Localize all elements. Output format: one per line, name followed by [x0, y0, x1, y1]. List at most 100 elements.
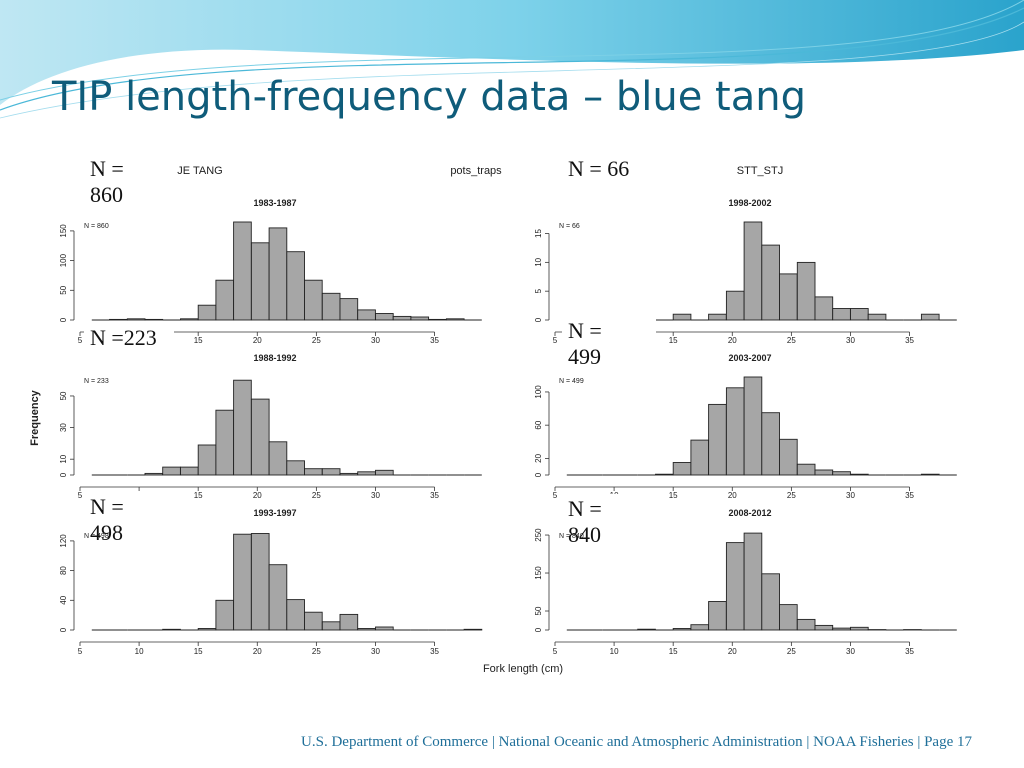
histogram-bar [357, 628, 376, 631]
x-tick-label: 30 [371, 336, 380, 345]
histogram-bar [920, 313, 940, 321]
histogram-1988-1992 [70, 379, 482, 491]
histogram-bar [850, 473, 869, 476]
histogram-bar [690, 439, 710, 476]
x-tick-label: 20 [728, 336, 737, 345]
x-tick-label: 30 [846, 491, 855, 500]
x-tick-label: 15 [669, 336, 678, 345]
region-header: STT_STJ [737, 165, 783, 177]
histogram-bar [304, 279, 323, 321]
histogram-bar [286, 251, 305, 321]
panel-title: 2003-2007 [728, 353, 771, 363]
histogram-bar [672, 628, 692, 631]
sample-size-label: N = 498 [84, 533, 109, 540]
y-tick-label: 30 [59, 423, 68, 432]
x-tick-label: 30 [846, 647, 855, 656]
histogram-bar [814, 296, 834, 321]
histogram-bar [250, 398, 270, 476]
y-tick-label: 0 [534, 472, 543, 477]
histogram-bar [375, 313, 394, 321]
x-tick-label: 15 [669, 491, 678, 500]
histogram-bar [233, 379, 252, 476]
x-tick-label: 25 [312, 491, 321, 500]
histogram-bar [832, 308, 851, 321]
y-tick-label: 100 [534, 385, 543, 399]
x-tick-label: 20 [253, 491, 262, 500]
sample-size-label: N = 66 [559, 223, 580, 230]
histogram-1998-2002 [545, 221, 957, 336]
histogram-bar [268, 441, 288, 476]
x-tick-label: 15 [669, 647, 678, 656]
x-tick-label: 5 [78, 491, 83, 500]
histogram-1983-1987 [70, 221, 482, 336]
histogram-bar [375, 626, 394, 631]
y-tick-label: 50 [59, 391, 68, 400]
y-tick-label: 5 [534, 288, 543, 293]
y-tick-label: 40 [59, 595, 68, 604]
y-tick-label: 250 [534, 528, 543, 542]
y-tick-label: 50 [59, 285, 68, 294]
panel-title: 1988-1992 [253, 353, 296, 363]
x-tick-label: 10 [135, 647, 144, 656]
x-tick-label: 30 [371, 491, 380, 500]
histogram-bar [233, 533, 252, 631]
x-tick-label: 25 [312, 336, 321, 345]
histogram-bar [215, 279, 235, 321]
footer: U.S. Department of Commerce | National O… [301, 734, 972, 750]
histogram-bar [392, 315, 412, 321]
y-tick-label: 60 [534, 420, 543, 429]
sample-size-overlay: N = 498 [84, 492, 174, 545]
histogram-bar [321, 468, 341, 476]
histogram-2008-2012 [545, 532, 957, 646]
x-tick-label: 35 [430, 491, 439, 500]
histogram-bar [743, 532, 763, 631]
y-tick-label: 50 [534, 606, 543, 615]
histogram-bar [144, 472, 164, 476]
sample-size-overlay: N = 840 [562, 494, 656, 547]
histogram-bar [814, 624, 834, 631]
histogram-bar [215, 409, 235, 476]
histogram-bar [690, 624, 710, 631]
histogram-bar [761, 412, 780, 476]
x-tick-label: 15 [194, 647, 203, 656]
x-tick-label: 25 [787, 336, 796, 345]
histogram-bar [920, 473, 940, 476]
sample-size-label: N = 233 [84, 378, 109, 385]
histogram-bar [250, 533, 270, 631]
histogram-bar [655, 473, 674, 476]
x-tick-label: 20 [728, 647, 737, 656]
panel-title: 1993-1997 [253, 508, 296, 518]
histogram-bar [796, 618, 816, 631]
histogram-bar [233, 221, 252, 321]
gear-header: pots_traps [450, 165, 502, 177]
sample-size-overlay: N = 66 [562, 154, 656, 190]
histogram-bar [410, 316, 430, 321]
histogram-bar [743, 221, 763, 321]
histogram-bar [339, 613, 359, 631]
histogram-bar [463, 628, 483, 631]
x-tick-label: 30 [371, 647, 380, 656]
histogram-bar [109, 318, 128, 321]
y-tick-label: 15 [534, 229, 543, 238]
histogram-bar [779, 604, 798, 631]
x-tick-label: 15 [194, 336, 203, 345]
histogram-bar [197, 628, 217, 631]
histogram-bar [268, 564, 288, 631]
wave-decoration [0, 0, 1024, 119]
histogram-bar [180, 466, 199, 476]
y-tick-label: 150 [59, 224, 68, 238]
x-tick-label: 35 [430, 336, 439, 345]
histogram-1993-1997 [70, 533, 483, 646]
y-tick-label: 0 [534, 317, 543, 322]
y-tick-label: 0 [59, 627, 68, 632]
histogram-bar [850, 308, 869, 321]
histogram-bar [321, 292, 341, 321]
histogram-bar [832, 471, 851, 476]
histogram-bar [197, 304, 217, 321]
y-tick-label: 10 [59, 454, 68, 463]
histogram-bar [268, 227, 288, 321]
y-tick-label: 0 [59, 472, 68, 477]
histogram-2003-2007 [545, 376, 957, 491]
histogram-bar [126, 318, 146, 321]
y-tick-label: 0 [59, 317, 68, 322]
